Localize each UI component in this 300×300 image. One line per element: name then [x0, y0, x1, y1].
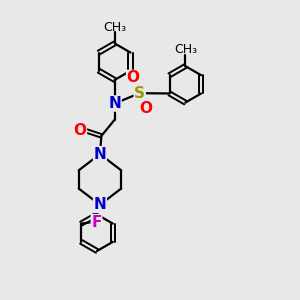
Text: S: S: [134, 86, 145, 101]
Text: O: O: [127, 70, 140, 86]
Text: N: N: [94, 197, 106, 212]
Text: CH₃: CH₃: [174, 44, 197, 56]
Text: F: F: [91, 214, 102, 230]
Text: O: O: [140, 101, 153, 116]
Text: O: O: [74, 123, 86, 138]
Text: N: N: [94, 147, 106, 162]
Text: CH₃: CH₃: [103, 21, 126, 34]
Text: N: N: [108, 96, 121, 111]
